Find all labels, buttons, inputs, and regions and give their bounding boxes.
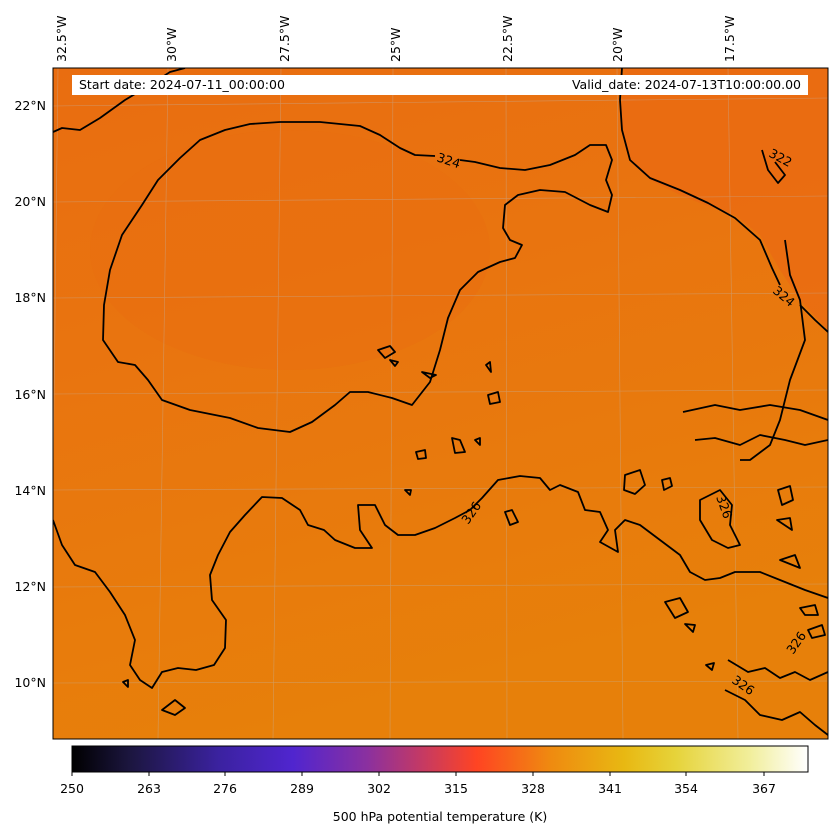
contour-326-right2 (694, 434, 828, 446)
colorbar-tick-label: 341 (598, 781, 622, 796)
contour-324-right2 (799, 304, 828, 333)
cool-region (620, 68, 828, 330)
contour-label: 324 (435, 150, 462, 172)
lat-label: 10°N (14, 675, 46, 690)
lat-label: 16°N (14, 387, 46, 402)
contour-322 (761, 149, 786, 184)
contour-326-bottom (727, 659, 828, 681)
colorbar-label: 500 hPa potential temperature (K) (332, 809, 548, 824)
lon-label: 20°W (610, 27, 625, 62)
colorbar-tick-label: 367 (752, 781, 776, 796)
contour-topleft (53, 68, 186, 133)
colorbar-tick-label: 354 (674, 781, 698, 796)
lat-label: 20°N (14, 194, 46, 209)
colorbar-tick-label: 315 (444, 781, 468, 796)
contour-326-right3 (699, 489, 741, 549)
colorbar-tick-label: 250 (60, 781, 84, 796)
colorbar-tick-label: 302 (367, 781, 391, 796)
contour-right-vertical (740, 239, 806, 461)
contour-324-loop (102, 121, 613, 433)
lat-label: 18°N (14, 290, 46, 305)
contour-326-right (682, 404, 828, 421)
lon-label: 17.5°W (722, 15, 737, 62)
contour-lines (53, 68, 828, 736)
lon-label: 30°W (164, 27, 179, 62)
date-banner: Start date: 2024-07-11_00:00:00 Valid_da… (72, 75, 808, 95)
valid-date: Valid_date: 2024-07-13T10:00:00.00 (571, 77, 801, 92)
colorbar-tick-label: 289 (290, 781, 314, 796)
lon-label: 22.5°W (500, 15, 515, 62)
colorbar (71, 745, 809, 773)
lat-label: 12°N (14, 579, 46, 594)
lat-label: 14°N (14, 483, 46, 498)
cool-blob (90, 130, 490, 370)
colorbar-tick-label: 328 (521, 781, 545, 796)
colorbar-tick-label: 263 (137, 781, 161, 796)
start-date: Start date: 2024-07-11_00:00:00 (79, 77, 285, 92)
contour-324-right (619, 68, 781, 286)
map-frame (52, 67, 829, 740)
contour-326-middle (53, 475, 828, 689)
colorbar-tick-label: 276 (213, 781, 237, 796)
lon-label: 25°W (388, 27, 403, 62)
contour-326-bottom2 (724, 689, 828, 736)
lon-label: 27.5°W (277, 15, 292, 62)
graticule (53, 68, 828, 739)
lat-label: 22°N (14, 98, 46, 113)
colorbar-ticks (71, 772, 765, 776)
lon-label: 32.5°W (54, 15, 69, 62)
